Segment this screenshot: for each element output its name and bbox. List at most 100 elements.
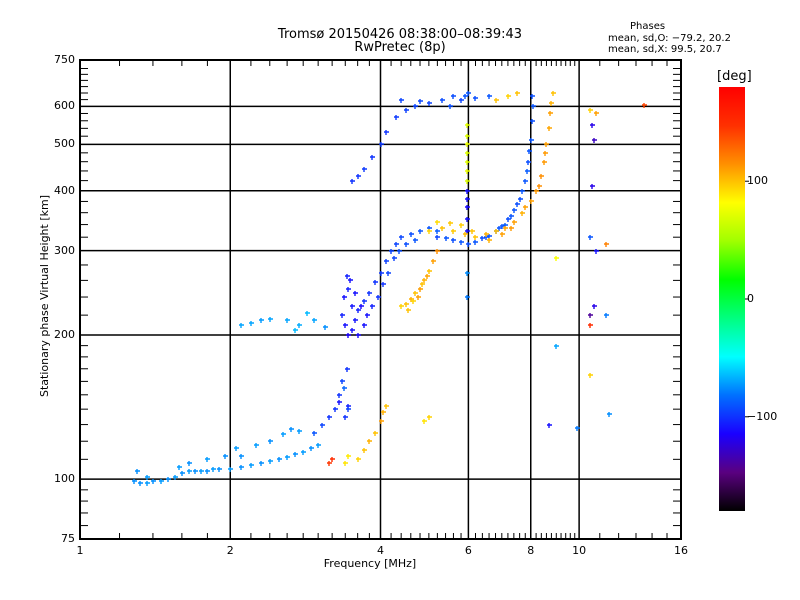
data-point [223, 454, 228, 459]
data-point [542, 160, 547, 165]
data-point [494, 229, 499, 234]
data-point [604, 313, 609, 318]
data-point [512, 220, 517, 225]
data-point [406, 308, 411, 313]
data-point [465, 189, 470, 194]
data-point [523, 205, 528, 210]
data-point [451, 94, 456, 99]
data-point [413, 104, 418, 109]
y-tick-label: 500 [54, 137, 75, 151]
data-point [367, 439, 372, 444]
data-point [376, 295, 381, 300]
data-point [473, 235, 478, 240]
data-point [425, 274, 430, 279]
data-point [547, 126, 552, 131]
data-point [312, 318, 317, 323]
data-point [386, 271, 391, 276]
data-point [487, 94, 492, 99]
colorbar-tick-label: 0 [747, 292, 754, 305]
stats-x: mean, sd,X: 99.5, 20.7 [608, 44, 722, 55]
data-point [356, 174, 361, 179]
data-point [529, 199, 534, 204]
data-point [234, 446, 239, 451]
data-point [397, 249, 402, 254]
data-point [337, 400, 342, 405]
y-axis-label: Stationary phase Virtual Height [km] [38, 194, 51, 398]
data-point [440, 98, 445, 103]
data-point [180, 471, 185, 476]
data-point [381, 282, 386, 287]
data-point [342, 295, 347, 300]
data-point [309, 446, 314, 451]
data-point [409, 232, 414, 237]
x-tick-label: 16 [674, 544, 688, 557]
data-point [590, 123, 595, 128]
data-point [297, 429, 302, 434]
data-point [392, 256, 397, 261]
data-point [340, 379, 345, 384]
data-point [548, 111, 553, 116]
data-point [515, 91, 520, 96]
data-point [554, 256, 559, 261]
data-point [530, 119, 535, 124]
data-point [217, 467, 222, 472]
data-point [281, 432, 286, 437]
x-tick-label: 2 [226, 544, 234, 557]
data-point [465, 123, 470, 128]
y-tick-label: 300 [54, 243, 75, 257]
data-point [316, 443, 321, 448]
data-point [259, 461, 264, 466]
data-point [465, 205, 470, 210]
data-point [465, 271, 470, 276]
data-point [465, 197, 470, 202]
data-point [346, 407, 351, 412]
data-point [356, 333, 361, 338]
data-point [506, 217, 511, 222]
plot-frame [79, 59, 682, 540]
colorbar [719, 87, 745, 511]
data-point [187, 461, 192, 466]
data-point [604, 242, 609, 247]
data-point [427, 269, 432, 274]
data-point [239, 323, 244, 328]
data-point [418, 229, 423, 234]
data-point [343, 461, 348, 466]
data-point [416, 295, 421, 300]
data-point [427, 101, 432, 106]
axis-ticks [80, 60, 681, 539]
data-point [459, 223, 464, 228]
data-point [293, 328, 298, 333]
data-point [343, 415, 348, 420]
data-point [549, 101, 554, 106]
data-point [228, 467, 233, 472]
data-point [177, 465, 182, 470]
data-point [399, 304, 404, 309]
data-point [422, 278, 427, 283]
data-point [465, 229, 470, 234]
data-point [531, 104, 536, 109]
data-point [487, 238, 492, 243]
data-point [551, 91, 556, 96]
data-point [327, 461, 332, 466]
data-point [451, 238, 456, 243]
data-point [268, 439, 273, 444]
colorbar-tick-label: 100 [747, 174, 768, 188]
data-point [187, 469, 192, 474]
data-point [427, 415, 432, 420]
data-point [543, 151, 548, 156]
data-point [539, 174, 544, 179]
data-point [459, 240, 464, 245]
data-point [173, 475, 178, 480]
data-point [312, 431, 317, 436]
data-point [537, 184, 542, 189]
data-point [166, 477, 171, 482]
data-point [345, 367, 350, 372]
data-point [205, 469, 210, 474]
data-point [320, 423, 325, 428]
data-point [132, 479, 137, 484]
data-point [370, 304, 375, 309]
data-point [413, 291, 418, 296]
data-point [497, 226, 502, 231]
x-tick-label: 6 [464, 544, 472, 557]
data-point [145, 481, 150, 486]
